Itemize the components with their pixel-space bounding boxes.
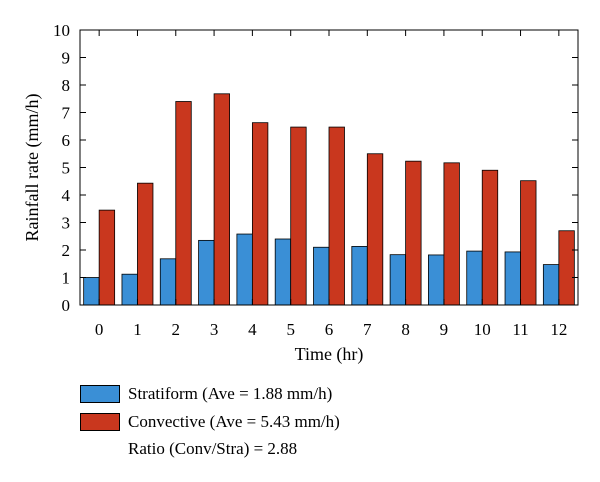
convective-bar-7 bbox=[366, 153, 384, 306]
stratiform-bar-8 bbox=[389, 254, 407, 306]
stratiform-bar-11 bbox=[504, 251, 521, 306]
x-tick-label-4: 4 bbox=[248, 320, 257, 339]
convective-bar-0 bbox=[98, 209, 116, 306]
x-tick-label-3: 3 bbox=[210, 320, 219, 339]
x-tick-label-2: 2 bbox=[172, 320, 181, 339]
convective-legend-label: Convective (Ave = 5.43 mm/h) bbox=[128, 412, 340, 431]
x-tick-label-11: 11 bbox=[512, 320, 528, 339]
x-tick-label-8: 8 bbox=[401, 320, 410, 339]
legend-item-convective: Convective (Ave = 5.43 mm/h) bbox=[80, 408, 340, 436]
ratio-annotation: Ratio (Conv/Stra) = 2.88 bbox=[128, 439, 298, 458]
convective-bar-10 bbox=[481, 169, 499, 306]
convective-bar-5 bbox=[290, 126, 307, 306]
stratiform-bar-10 bbox=[466, 250, 483, 306]
convective-bar-6 bbox=[328, 126, 345, 306]
y-tick-label-5: 5 bbox=[62, 159, 71, 178]
convective-bar-1 bbox=[137, 182, 154, 306]
stratiform-bar-0 bbox=[83, 277, 100, 306]
stratiform-swatch bbox=[80, 385, 120, 403]
x-tick-label-1: 1 bbox=[133, 320, 142, 339]
x-axis-label: Time (hr) bbox=[295, 344, 364, 365]
x-tick-label-9: 9 bbox=[440, 320, 449, 339]
convective-swatch bbox=[80, 413, 120, 431]
x-tick-label-10: 10 bbox=[474, 320, 491, 339]
stratiform-legend-label: Stratiform (Ave = 1.88 mm/h) bbox=[128, 384, 333, 403]
y-tick-label-9: 9 bbox=[62, 49, 71, 68]
stratiform-bar-7 bbox=[351, 246, 368, 306]
stratiform-bar-12 bbox=[542, 264, 560, 306]
convective-bar-9 bbox=[443, 162, 460, 306]
stratiform-bar-6 bbox=[313, 246, 330, 306]
y-tick-label-6: 6 bbox=[62, 131, 71, 150]
y-tick-label-10: 10 bbox=[53, 21, 70, 40]
y-tick-label-1: 1 bbox=[62, 269, 71, 288]
convective-bar-12 bbox=[558, 230, 575, 306]
stratiform-bar-4 bbox=[236, 233, 253, 306]
stratiform-bar-9 bbox=[428, 254, 445, 306]
stratiform-bar-1 bbox=[121, 273, 138, 306]
y-tick-label-7: 7 bbox=[62, 104, 71, 123]
x-tick-label-5: 5 bbox=[286, 320, 295, 339]
x-tick-label-12: 12 bbox=[550, 320, 567, 339]
y-tick-label-3: 3 bbox=[62, 214, 71, 233]
y-tick-label-8: 8 bbox=[62, 76, 71, 95]
y-tick-label-0: 0 bbox=[62, 296, 71, 315]
legend: Stratiform (Ave = 1.88 mm/h) Convective … bbox=[80, 380, 340, 436]
convective-bar-2 bbox=[175, 101, 192, 306]
y-axis-label: Rainfall rate (mm/h) bbox=[22, 94, 43, 242]
convective-bar-11 bbox=[520, 180, 537, 306]
y-tick-label-4: 4 bbox=[62, 186, 71, 205]
convective-bar-3 bbox=[213, 93, 230, 306]
stratiform-bar-3 bbox=[198, 239, 215, 306]
x-tick-label-0: 0 bbox=[95, 320, 104, 339]
y-tick-label-2: 2 bbox=[62, 241, 71, 260]
x-tick-label-6: 6 bbox=[325, 320, 334, 339]
stratiform-bar-2 bbox=[159, 258, 177, 306]
x-tick-label-7: 7 bbox=[363, 320, 372, 339]
convective-bar-4 bbox=[251, 122, 269, 306]
convective-bar-8 bbox=[405, 160, 422, 306]
legend-item-stratiform: Stratiform (Ave = 1.88 mm/h) bbox=[80, 380, 340, 408]
stratiform-bar-5 bbox=[274, 238, 292, 306]
